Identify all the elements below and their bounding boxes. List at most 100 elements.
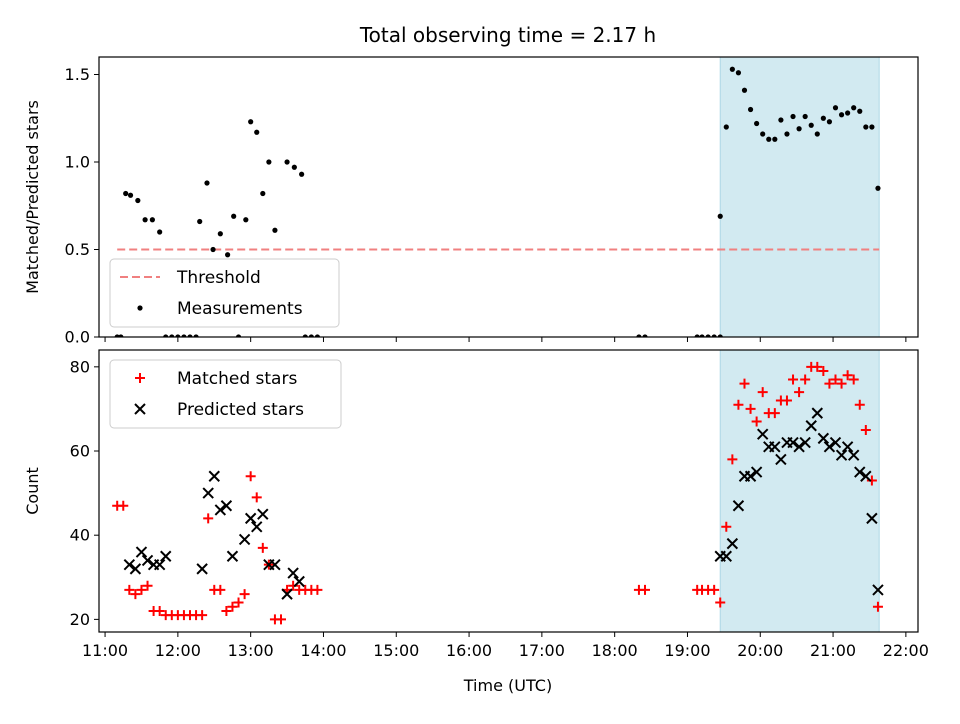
matched-star-point xyxy=(830,374,841,385)
predicted-star-point xyxy=(238,533,251,546)
observing-window xyxy=(719,56,880,338)
predicted-star-point xyxy=(196,563,208,575)
measurement-point xyxy=(808,122,814,128)
measurement-point xyxy=(308,334,314,337)
predicted-star-point xyxy=(787,436,799,449)
measurement-point xyxy=(851,105,857,111)
predicted-star-point xyxy=(135,546,148,558)
predicted-star-point xyxy=(854,466,866,478)
y-tick-label: 0.0 xyxy=(65,328,90,347)
legend-box xyxy=(109,359,342,429)
predicted-star-point xyxy=(287,567,299,579)
predicted-star-point xyxy=(214,504,227,516)
matched-star-point xyxy=(233,597,244,608)
measurement-point xyxy=(717,213,723,219)
measurement-point xyxy=(302,334,308,337)
x-axis-label: Time (UTC) xyxy=(463,676,552,695)
matched-star-point xyxy=(239,589,250,600)
x-tick-label: 21:00 xyxy=(810,641,856,660)
measurement-point xyxy=(243,217,249,223)
measurement-point xyxy=(636,334,642,337)
legend-predicted-swatch xyxy=(134,403,146,415)
measurement-point xyxy=(820,115,826,121)
predicted-star-point xyxy=(281,588,293,600)
predicted-star-point xyxy=(726,537,739,550)
x-tick-label: 22:00 xyxy=(883,641,929,660)
predicted-star-point xyxy=(805,420,817,432)
y-tick-label: 80 xyxy=(70,357,90,376)
measurement-point xyxy=(784,131,790,137)
x-tick-label: 19:00 xyxy=(664,641,710,660)
measurement-point xyxy=(169,334,175,337)
matched-star-point xyxy=(130,589,141,600)
measurement-point xyxy=(694,334,700,337)
matched-star-point xyxy=(842,370,853,381)
legend: Threshold Measurements xyxy=(109,258,340,328)
legend-label: Matched stars xyxy=(177,369,297,389)
predicted-star-point xyxy=(269,558,281,571)
matched-star-point xyxy=(276,614,286,625)
y-tick-label: 20 xyxy=(70,610,90,629)
predicted-star-point xyxy=(732,500,745,512)
legend-box xyxy=(109,258,340,328)
predicted-star-point xyxy=(793,441,805,453)
predicted-star-point xyxy=(226,550,239,562)
measurement-point xyxy=(778,117,784,123)
matched-star-point xyxy=(154,605,165,616)
measurement-point xyxy=(204,180,210,186)
predicted-star-point xyxy=(866,512,878,525)
matched-star-point xyxy=(812,361,823,372)
predicted-star-point xyxy=(829,436,842,449)
measurement-point xyxy=(796,126,802,132)
measurement-point xyxy=(157,229,163,235)
measurement-point xyxy=(717,334,723,337)
axes-frame xyxy=(98,349,919,633)
measurement-point xyxy=(193,334,199,337)
predicted-star-point xyxy=(775,453,787,466)
legend-measurement-swatch xyxy=(137,305,143,311)
y-tick-label: 40 xyxy=(70,526,90,545)
measurement-point xyxy=(118,334,124,337)
measurement-point xyxy=(845,110,851,116)
matched-star-point xyxy=(312,584,323,595)
data-layer xyxy=(112,361,884,625)
matched-star-point xyxy=(757,387,768,398)
predicted-star-point xyxy=(293,575,305,588)
y-tick-label: 1.0 xyxy=(65,153,90,172)
matched-star-point xyxy=(709,584,720,595)
measurement-point xyxy=(210,246,216,253)
matched-star-point xyxy=(257,542,268,553)
predicted-star-point xyxy=(750,466,763,478)
measurement-point xyxy=(832,105,839,111)
legend: Matched stars Predicted stars xyxy=(109,359,342,429)
count-panel: 20 40 60 80 11:00 12:00 13:00 14:00 15:00 16:00 17… xyxy=(23,349,929,660)
predicted-star-point xyxy=(202,487,214,499)
matched-star-point xyxy=(739,378,750,389)
measurement-point xyxy=(149,217,155,223)
matched-star-point xyxy=(215,584,226,595)
measurement-point xyxy=(266,159,272,165)
measurement-point xyxy=(231,213,237,219)
matched-star-point xyxy=(197,610,208,621)
legend-label: Predicted stars xyxy=(177,400,304,420)
measurement-point xyxy=(135,197,141,204)
matched-star-point xyxy=(800,374,811,385)
measurement-point xyxy=(217,231,223,237)
predicted-star-point xyxy=(251,521,263,533)
matched-star-point xyxy=(124,584,135,595)
measurement-point xyxy=(272,227,278,233)
measurement-point xyxy=(642,334,648,337)
matched-star-point xyxy=(824,378,835,389)
predicted-star-point xyxy=(769,441,781,453)
measurement-point xyxy=(187,334,193,337)
predicted-star-point xyxy=(244,512,257,525)
predicted-star-point xyxy=(129,563,142,575)
measurement-point xyxy=(754,120,760,127)
y-tick-label: 1.5 xyxy=(65,65,90,84)
measurement-point xyxy=(163,334,169,337)
x-tick-label: 12:00 xyxy=(155,641,201,660)
x-tick-label: 15:00 xyxy=(373,641,419,660)
measurement-point xyxy=(291,164,297,170)
measurement-point xyxy=(790,113,796,120)
